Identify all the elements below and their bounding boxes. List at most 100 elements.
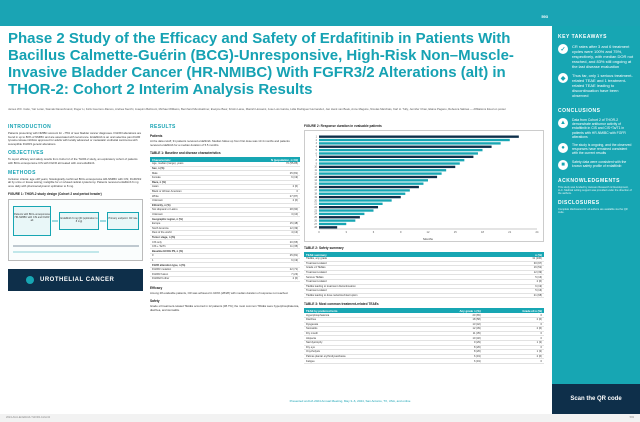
teae-table-cell: 0 [482, 335, 544, 341]
safety-table-cell: TEAEs leading to treatment discontinuati… [304, 284, 497, 290]
figure1-title: FIGURE 1: THOR-2 study design (Cohort 2 … [8, 192, 102, 197]
baseline-table-row: Ethnicity, n (%) [150, 203, 300, 209]
patient-tick-label: 16 [314, 186, 317, 189]
safety-table-row: TEAEs leading to treatment discontinuati… [304, 284, 544, 290]
banner-logo-icon [26, 276, 34, 285]
patient-tick-label: 10 [314, 166, 317, 169]
baseline-table-cell: 0 [231, 189, 300, 195]
teae-table-row: Dry mouth 11 (35) 0 [304, 331, 544, 337]
patient-tick-label: 22 [314, 206, 317, 209]
baseline-table-cell: Ethnicity, n (%) [150, 203, 232, 209]
baseline-table-cell: 12 (39) [231, 226, 300, 232]
patient-tick-label: 4 [316, 146, 318, 149]
baseline-table-cell: 2 (6) [231, 276, 300, 282]
column-left: INTRODUCTION Patients presenting with NM… [8, 120, 143, 292]
shield-icon: ■ [558, 159, 568, 170]
disclosures-heading: DISCLOSURES [558, 199, 600, 206]
baseline-table-cell [231, 248, 300, 255]
conclusions-heading: CONCLUSIONS [558, 108, 601, 114]
baseline-table-row: 0 25 (81) [150, 253, 300, 259]
response-duration-svg: 1234567891011121314151617181920212223242… [314, 135, 539, 241]
teae-table-cell: Palmar-plantar erythrodysesthesia [304, 354, 418, 360]
footer-right-text: 593 [629, 416, 634, 419]
teae-table-cell: 12 (39) [417, 326, 483, 332]
x-tick-label: 3 [346, 230, 348, 234]
safety-table-cell: Treatment-related [304, 270, 497, 276]
banner-label: UROTHELIAL CANCER [40, 277, 115, 284]
safety-table-cell: TEAEs, any grade [304, 257, 497, 262]
teae-table-cell: 0 [482, 358, 544, 364]
patients-text: At the data cutoff, 31 patients received… [150, 139, 290, 147]
baseline-table-cell: FGFR alteration type, n (%) [150, 262, 232, 268]
response-bar [319, 179, 428, 182]
baseline-table-cell: 4 (13) [231, 230, 300, 236]
efficacy-subheading: Efficacy [150, 285, 163, 290]
response-bar [319, 185, 419, 189]
patient-tick-label: 27 [314, 223, 317, 226]
top-bar: 593 [0, 0, 640, 26]
baseline-table-cell: 1 [150, 258, 232, 264]
response-bar [319, 155, 474, 158]
patient-tick-label: 5 [316, 149, 318, 152]
teae-table-cell: Alopecia [304, 335, 418, 341]
patient-tick-label: 11 [315, 169, 318, 172]
safety-table-row: Serious TEAEs 5 (16) [304, 274, 544, 280]
response-bar [319, 165, 456, 169]
baseline-table-cell: North America [150, 226, 232, 232]
x-tick-label: 18 [481, 230, 484, 234]
x-tick-label: 9 [400, 230, 402, 234]
safety-text: Grade ≥3 treatment-related TEAEs occurre… [150, 304, 300, 312]
teae-table-row: Palmar-plantar erythrodysesthesia 6 (19) 2… [304, 354, 544, 360]
safety-table-row: TEAEs leading to dose reduction/interrup… [304, 293, 544, 299]
chart-icon: ▲ [558, 118, 568, 128]
patient-tick-label: 19 [314, 196, 317, 199]
response-bar [319, 159, 465, 162]
response-bar [319, 148, 483, 152]
safety-table-cell: Treatment-related [304, 288, 497, 294]
baseline-table-cell: FGFR3 fusion [150, 271, 232, 277]
baseline-table-cell: Europe [150, 221, 232, 227]
teae-table-header-cell: TEAE by preferred term [304, 308, 418, 314]
safety-table-cell: 5 (16) [496, 274, 544, 280]
footer-left-text: 2024-AUA-Erdafitinib-THOR2-Cohort2 [6, 416, 51, 419]
baseline-table-row: Rest of the world 4 (13) [150, 230, 300, 236]
response-bar [319, 189, 410, 192]
baseline-table-row: FGFR alteration type, n (%) [150, 262, 300, 268]
baseline-table-row: Male 25 (81) [150, 170, 300, 176]
response-bar [319, 162, 460, 165]
baseline-table-cell: CIS + Ta/T1 [150, 244, 232, 250]
conclusion-item: ● The study is ongoing, and the observed… [552, 143, 640, 156]
baseline-table-row: Baseline ECOG PS, n (%) [150, 248, 300, 255]
conclusion-text: Data from Cohort 2 of THOR-2 demonstrate… [572, 118, 626, 139]
teae-table-cell: 2 (6) [482, 354, 544, 360]
safety-table-cell: 5 (16) [496, 288, 544, 294]
key-takeaways-heading: KEY TAKEAWAYS [558, 34, 607, 40]
study-design-diagram: Patients with BCG-unresponsive HR-NMIBC … [8, 199, 143, 262]
teae-table: TEAE by preferred term Any grade n (%) Gra… [304, 308, 544, 364]
methods-text: Inclusion criteria: age ≥18 years; histo… [8, 176, 142, 188]
baseline-table-row: Age, median (range), years 70 (55-85) [150, 162, 300, 167]
teae-table-cell: 1 (3) [482, 349, 544, 355]
qr-label: Scan the QR code [570, 396, 622, 402]
patient-tick-label: 21 [314, 203, 317, 206]
poster-number-badge: 593 [541, 14, 548, 19]
baseline-table-cell: Not Hispanic or Latino [150, 207, 232, 213]
patient-tick-label: 26 [314, 219, 317, 222]
teae-table-header-cell: Any grade n (%) [417, 308, 483, 314]
teae-table-cell: 0 [482, 322, 544, 328]
table3-title: TABLE 3: Most common treatment-related T… [304, 302, 379, 307]
safety-table-row: Treatment-related 12 (39) [304, 270, 544, 276]
takeaway-text: CR rates after 3 and 6 treatment cycles … [572, 44, 634, 69]
check-icon: ✓ [558, 44, 568, 54]
safety-table: TEAE summary n (%) TEAEs, any grade 31 (10… [304, 252, 544, 299]
patient-tick-label: 20 [314, 199, 317, 202]
response-bar [319, 135, 519, 138]
figure2-title: FIGURE 2: Response duration in evaluable… [304, 124, 382, 128]
conclusion-item: ▲ Data from Cohort 2 of THOR-2 demonstra… [552, 118, 640, 139]
teae-table-cell: 8 (26) [417, 345, 483, 351]
qr-code-bar[interactable]: Scan the QR code [552, 384, 640, 414]
patient-tick-label: 24 [314, 213, 317, 216]
safety-table-cell: Treatment-related [304, 279, 497, 285]
baseline-table-cell [231, 216, 300, 222]
